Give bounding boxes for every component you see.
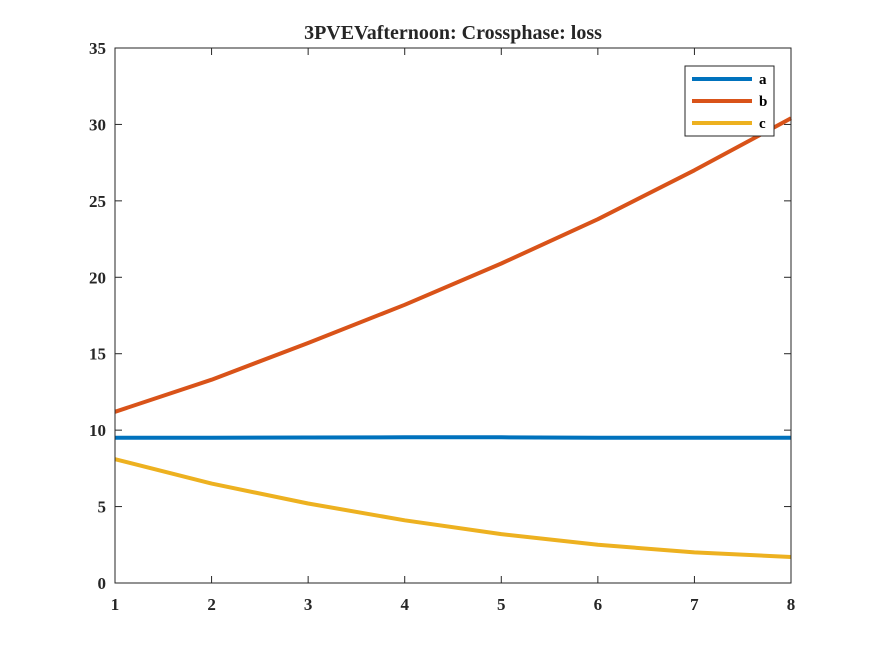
chart-title: 3PVEVafternoon: Crossphase: loss [304, 22, 602, 44]
legend-label-a: a [759, 72, 767, 88]
legend-label-c: c [759, 116, 766, 132]
x-tick-label: 4 [400, 595, 409, 614]
y-tick-label: 5 [98, 498, 107, 517]
series-line-a [115, 435, 791, 440]
y-tick-label: 15 [89, 345, 106, 364]
y-tick-label: 0 [98, 574, 107, 593]
x-tick-label: 6 [594, 595, 603, 614]
x-tick-label: 8 [787, 595, 796, 614]
y-tick-label: 35 [89, 39, 106, 58]
series-layer [114, 116, 792, 559]
x-tick-label: 3 [304, 595, 313, 614]
series-line-b [114, 116, 792, 414]
plot-frame [114, 47, 792, 584]
legend-label-b: b [759, 94, 767, 110]
x-tick-label: 5 [497, 595, 506, 614]
legend: abc [684, 65, 775, 137]
x-tick-label: 7 [690, 595, 699, 614]
y-tick-label: 30 [89, 115, 106, 134]
y-tick-label: 10 [89, 421, 106, 440]
y-tick-label: 25 [89, 192, 106, 211]
series-line-c [114, 457, 792, 559]
x-tick-label: 2 [207, 595, 216, 614]
y-tick-label: 20 [89, 268, 106, 287]
x-tick-label: 1 [111, 595, 120, 614]
plot-background [115, 48, 791, 583]
